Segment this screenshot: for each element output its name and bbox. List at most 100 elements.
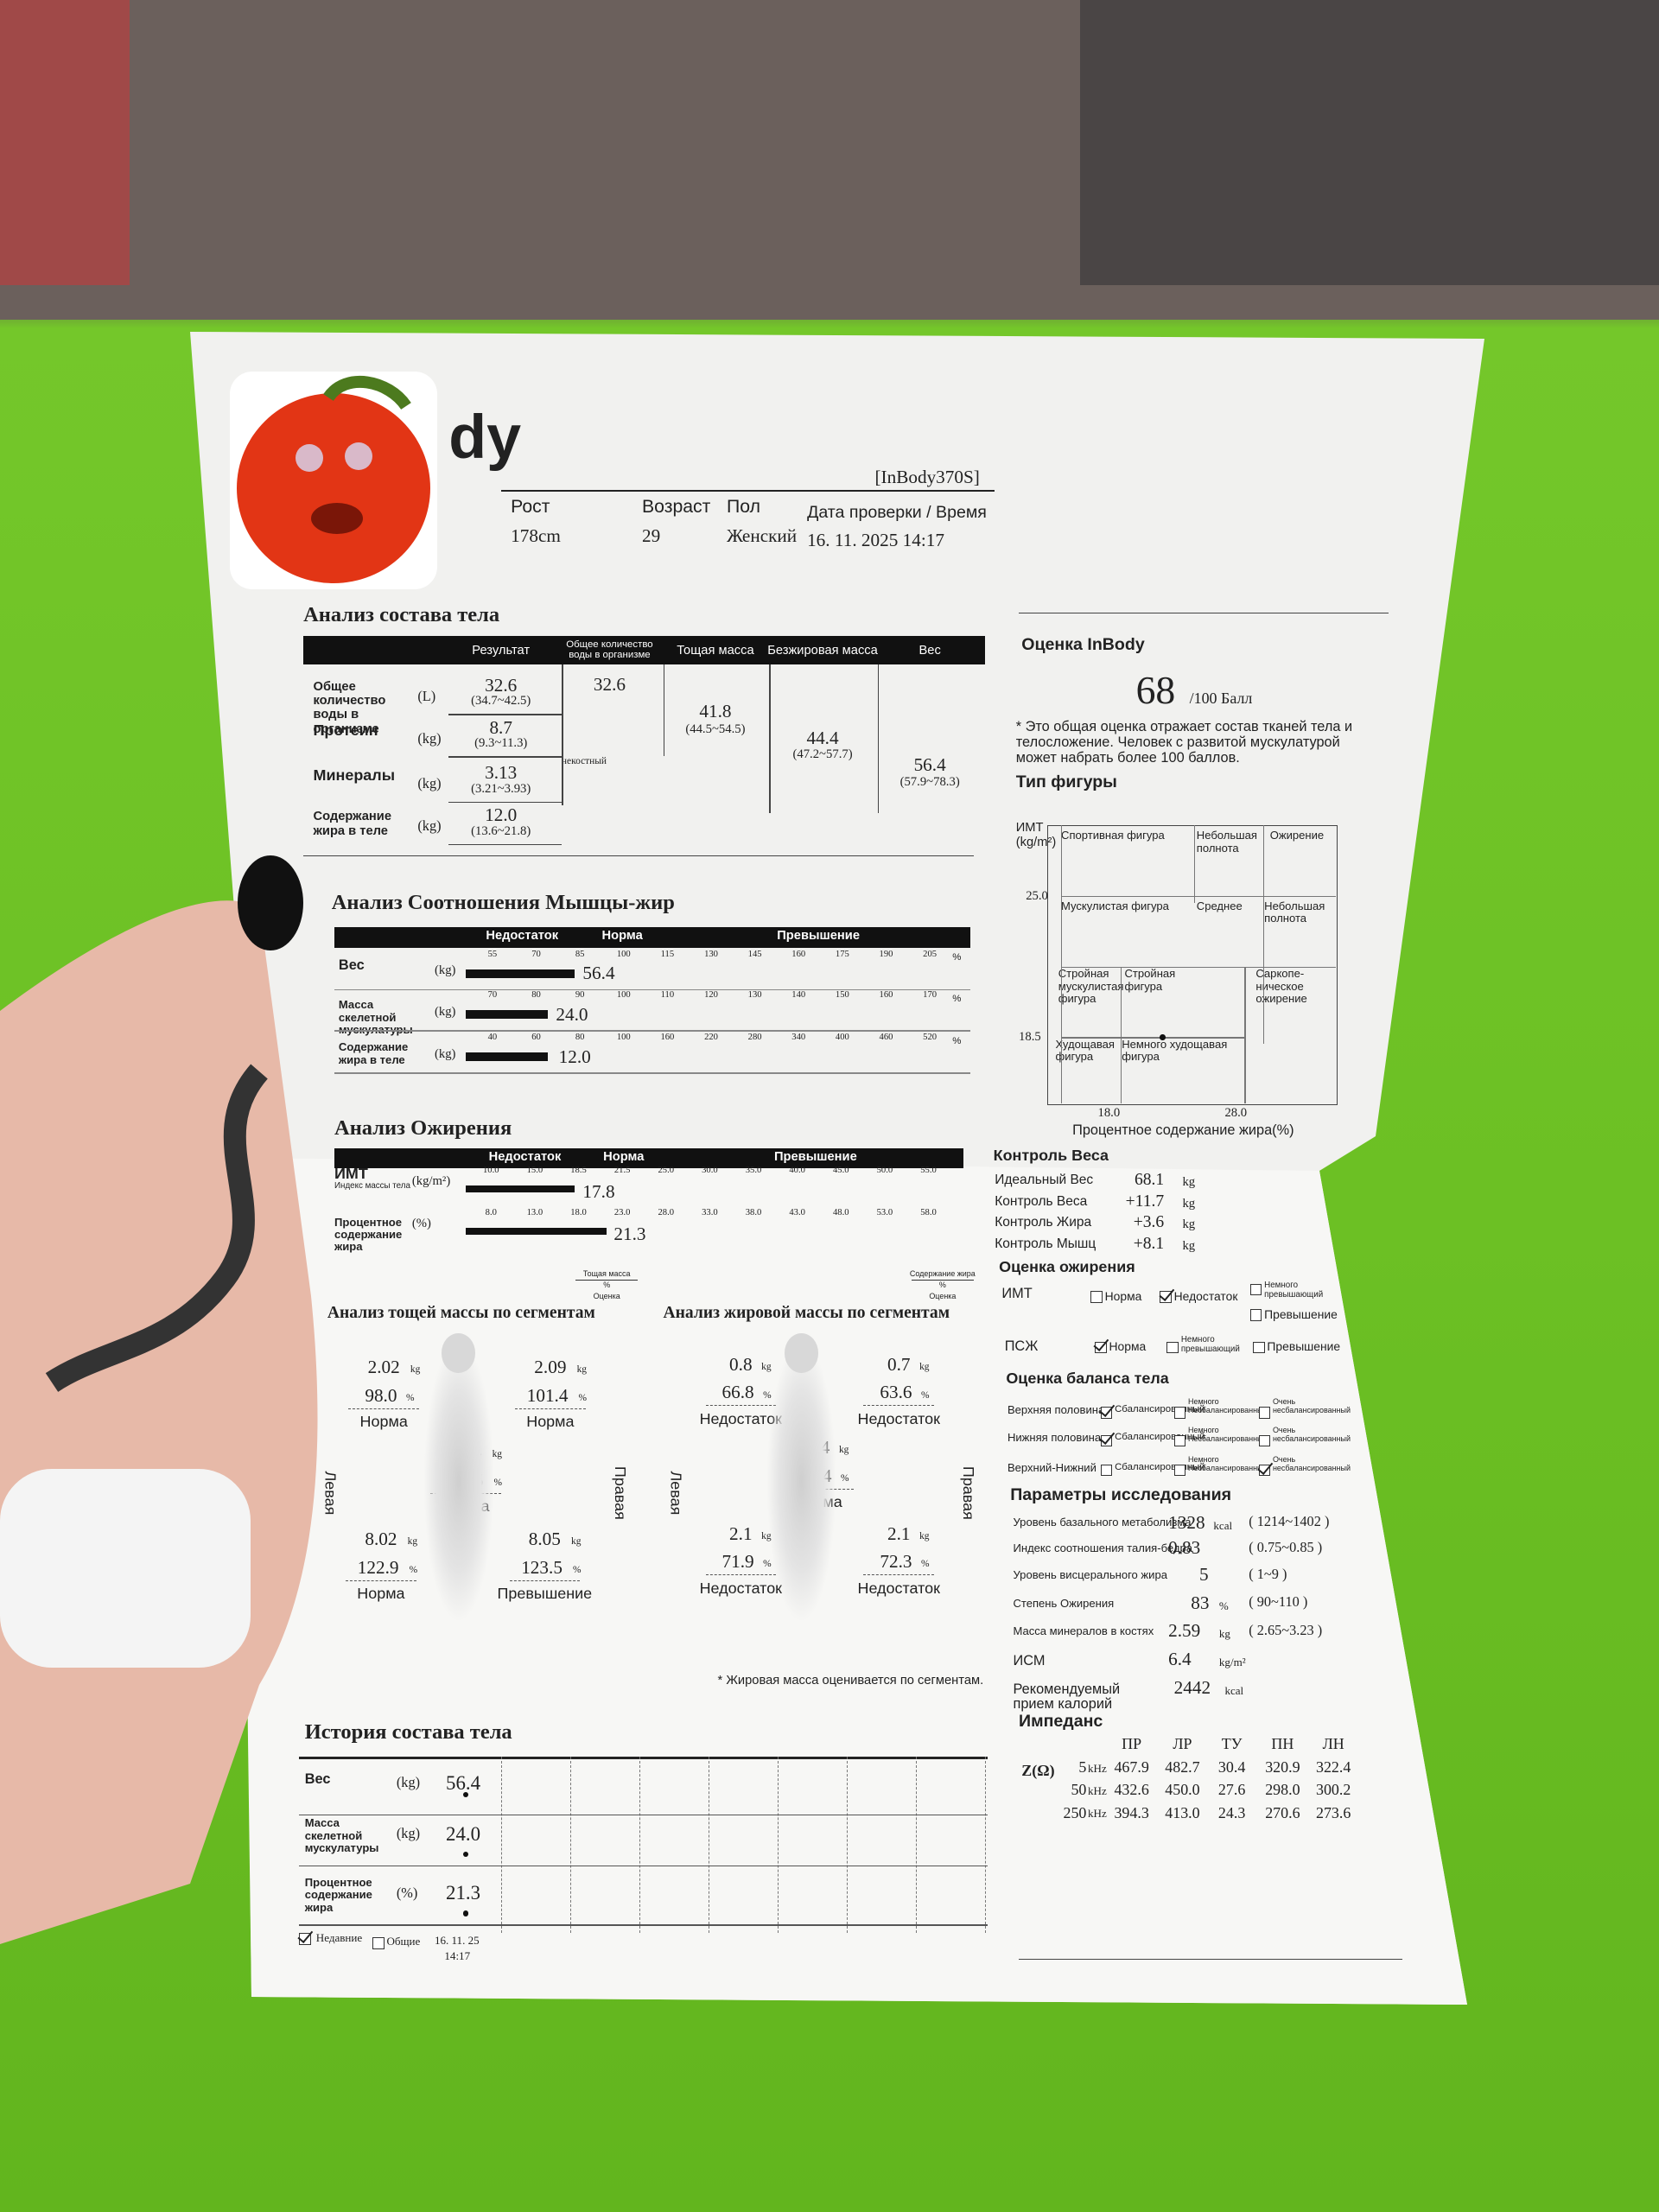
segment-mass: 8.02: [365, 1529, 397, 1550]
unit: %: [493, 1477, 503, 1488]
rule: [863, 1405, 935, 1407]
section-title: Анализ Ожирения: [334, 1116, 512, 1141]
body-type-cell: Саркопе-ническое ожирение: [1255, 967, 1307, 1005]
grid-line: [1061, 825, 1063, 1103]
value: 320.9: [1265, 1758, 1300, 1777]
segment-mass: 0.7: [887, 1353, 911, 1375]
scale-tick: 90: [575, 990, 585, 1001]
row-label: Масса скелетной мускулатуры: [304, 1816, 379, 1855]
value: 21.3: [613, 1224, 646, 1245]
row-label: Масса минералов в костях: [1013, 1624, 1154, 1638]
row-label: Уровень базального метаболизма: [1013, 1516, 1192, 1529]
scale-tick: 100: [616, 990, 631, 1001]
grid-line: [1061, 895, 1337, 898]
scale-tick: 205: [923, 950, 938, 959]
unit: kg: [1218, 1627, 1230, 1641]
unit: kg: [492, 1449, 502, 1460]
checkbox: [1173, 1465, 1186, 1477]
column-header: Результат: [472, 643, 531, 658]
row-label: Вес: [338, 957, 365, 973]
value: 270.6: [1265, 1803, 1300, 1821]
checkbox: [372, 1937, 385, 1949]
paper-lower: [240, 1158, 1467, 2005]
segment-percent: 71.9: [721, 1551, 754, 1573]
unit: (%): [396, 1884, 418, 1901]
eye: [345, 442, 372, 470]
rule: [877, 664, 880, 813]
column-header: ЛР: [1173, 1734, 1192, 1752]
unit: kg: [410, 1364, 421, 1376]
scale-tick: 100: [616, 1033, 631, 1043]
score-unit: /100 Балл: [1189, 689, 1253, 707]
tomato-stem: [323, 375, 411, 410]
section-title: История состава тела: [304, 1720, 512, 1745]
section-title: Анализ состава тела: [303, 602, 500, 626]
segment-mass: 0.8: [729, 1353, 753, 1375]
point: [462, 1910, 469, 1916]
row-label: Контроль Мышц: [995, 1236, 1096, 1251]
option: Норма: [1109, 1339, 1147, 1354]
scale-tick: 70: [531, 950, 541, 959]
rule: [303, 855, 974, 857]
section-title: Анализ тощей массы по сегментам: [327, 1303, 595, 1322]
value: 44.4: [806, 727, 839, 748]
row-label: Вес: [304, 1771, 331, 1788]
grid-line: [500, 1757, 503, 1934]
rule: [663, 664, 665, 757]
frequency: 5: [1078, 1758, 1087, 1777]
rule: [705, 1574, 777, 1576]
value: 273.6: [1315, 1803, 1351, 1821]
rule: [705, 1405, 777, 1407]
section-title: Оценка баланса тела: [1006, 1369, 1169, 1387]
section-title: Оценка InBody: [1021, 635, 1145, 655]
tick-label: 18.0: [1097, 1106, 1121, 1121]
rule: [448, 843, 562, 846]
value: 16. 11. 25: [434, 1933, 480, 1947]
section-title: Тип фигуры: [1015, 772, 1117, 791]
unit: %: [572, 1564, 582, 1575]
checkbox: [1249, 1309, 1262, 1321]
rule: [334, 1030, 971, 1032]
scale-tick: 33.0: [702, 1207, 718, 1217]
legend: Тощая масса: [582, 1268, 631, 1278]
unit: %: [409, 1564, 418, 1575]
watch-band: [0, 1469, 251, 1668]
value: 450.0: [1165, 1781, 1200, 1799]
check-mark: [1257, 1458, 1273, 1474]
scale-tick: 40.0: [789, 1165, 805, 1175]
unit: kcal: [1224, 1683, 1244, 1697]
scale-tick: 340: [791, 1033, 806, 1043]
value: 14:17: [444, 1948, 471, 1962]
unit: %: [405, 1392, 415, 1403]
grid-line: [1262, 825, 1264, 1045]
side-label: Левая: [667, 1471, 685, 1516]
row-label: Процентное содержание жира: [304, 1875, 372, 1914]
scale-tick: 15.0: [526, 1165, 543, 1175]
unit: kg: [571, 1536, 582, 1548]
value: 5: [1199, 1563, 1209, 1585]
rule: [348, 1408, 419, 1410]
table-header: [334, 926, 971, 949]
option: Немного Несбалансированный: [1187, 1425, 1268, 1443]
value: 29: [642, 525, 661, 547]
unit: (kg): [417, 775, 442, 792]
checkbox: [1258, 1434, 1271, 1447]
body-type-cell: Мускулистая фигура: [1061, 899, 1169, 912]
value: 298.0: [1265, 1781, 1300, 1799]
value: 41.8: [699, 700, 732, 721]
column-header: Тощая масса: [677, 643, 754, 658]
row-label: Уровень висцерального жира: [1013, 1567, 1167, 1581]
option: Общие: [386, 1935, 421, 1948]
scale-tick: 150: [835, 990, 849, 1001]
body-type-cell: Спортивная фигура: [1061, 829, 1165, 842]
segment-eval: Норма: [357, 1585, 405, 1603]
grid-line: [915, 1757, 918, 1934]
rule: [448, 714, 562, 715]
grid-line: [1244, 966, 1246, 1103]
range: ( 0.75~0.85 ): [1249, 1538, 1323, 1555]
section-title: Анализ жировой массы по сегментам: [663, 1303, 950, 1322]
background-wall: [1080, 0, 1659, 285]
segment-percent: 122.9: [357, 1556, 399, 1578]
unit: %: [921, 1559, 930, 1570]
unit: (kg): [396, 1774, 421, 1791]
